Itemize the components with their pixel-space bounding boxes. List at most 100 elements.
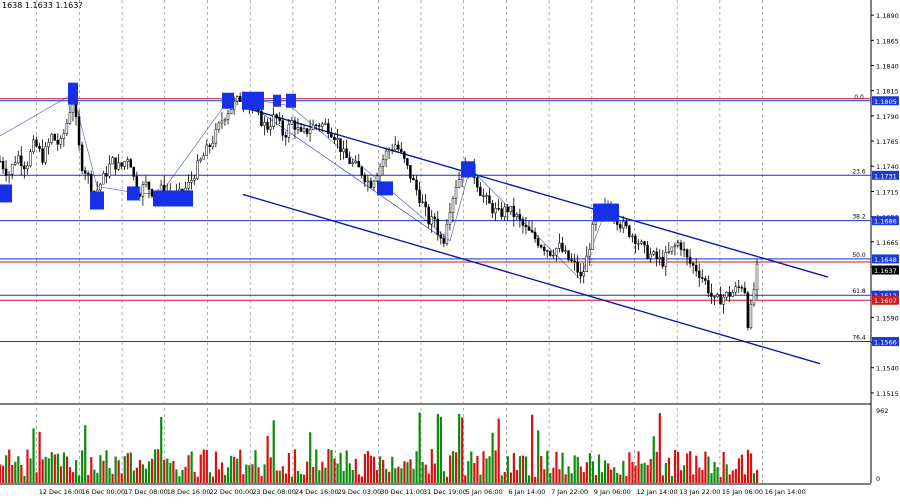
price-tick-label: 1.1540: [876, 365, 899, 373]
volume-bar: [400, 468, 402, 483]
volume-bar: [495, 450, 497, 483]
volume-bar: [84, 425, 86, 483]
candle-body: [713, 297, 715, 298]
time-tick-label: 17 Dec 08:00: [124, 488, 168, 496]
fib-level-label: 61.8: [852, 288, 866, 295]
volume-bar: [747, 450, 749, 483]
candle-body: [87, 173, 89, 174]
candle-body: [437, 219, 439, 235]
candle-body: [148, 182, 150, 189]
candle-body: [0, 161, 1, 162]
candle-body: [692, 263, 694, 265]
volume-bar: [464, 475, 466, 483]
volume-bar: [662, 475, 664, 483]
volume-bar: [151, 459, 153, 483]
volume-bar: [96, 473, 98, 483]
volume-bar: [406, 462, 408, 483]
candle-body: [54, 134, 56, 140]
candle-body: [291, 121, 293, 125]
volume-bar: [254, 450, 256, 483]
candle-body: [227, 114, 229, 120]
volume-bar: [540, 456, 542, 483]
volume-bar: [416, 451, 418, 483]
volume-bar: [303, 475, 305, 483]
candle-body: [321, 124, 323, 126]
fractal-marker: [127, 186, 139, 200]
candle-body: [352, 163, 354, 164]
volume-bar: [644, 463, 646, 483]
volume-min-label: 0: [876, 475, 880, 483]
candle-body: [625, 221, 627, 226]
candle-body: [753, 290, 755, 305]
candle-body: [218, 123, 220, 129]
volume-bar: [461, 417, 463, 483]
volume-bar: [458, 414, 460, 483]
volume-bar: [227, 467, 229, 483]
volume-bar: [343, 471, 345, 483]
volume-bar: [622, 461, 624, 483]
candle-body: [327, 124, 329, 134]
volume-bar: [157, 449, 159, 483]
volume-bar: [470, 452, 472, 483]
volume-bar: [29, 458, 31, 483]
candle-body: [111, 158, 113, 164]
candle-body: [756, 264, 758, 289]
volume-bar: [124, 456, 126, 483]
candle-body: [8, 174, 10, 175]
price-tick-label: 1.1765: [876, 138, 899, 146]
candle-body: [118, 163, 120, 170]
volume-bar: [105, 450, 107, 483]
volume-bar: [385, 469, 387, 483]
volume-bar: [659, 413, 661, 483]
volume-bar: [467, 461, 469, 483]
volume-bar: [300, 474, 302, 483]
volume-bar: [440, 417, 442, 483]
candle-body: [51, 134, 53, 142]
volume-bar: [628, 452, 630, 483]
volume-bar: [17, 456, 19, 483]
candle-body: [488, 196, 490, 204]
candle-body: [425, 202, 427, 207]
volume-bar: [99, 455, 101, 483]
candle-body: [659, 257, 661, 258]
candle-body: [479, 187, 481, 196]
volume-bar: [631, 462, 633, 483]
candle-body: [546, 251, 548, 252]
volume-bar: [449, 455, 451, 483]
volume-bar: [531, 415, 533, 483]
fractal-marker: [0, 184, 12, 202]
volume-bar: [108, 468, 110, 483]
candle-body: [571, 260, 573, 261]
volume-bar: [294, 449, 296, 483]
candle-body: [20, 156, 22, 166]
volume-bar: [689, 451, 691, 483]
volume-bar: [653, 436, 655, 483]
fib-level-label: 23.6: [852, 168, 866, 175]
candle-body: [668, 251, 670, 252]
candle-body: [5, 169, 7, 176]
candle-body: [586, 256, 588, 272]
candle-body: [482, 196, 484, 197]
volume-bar: [215, 452, 217, 483]
candle-body: [78, 117, 80, 145]
candle-body: [379, 166, 381, 176]
fractal-marker: [377, 181, 393, 195]
volume-bar: [93, 470, 95, 483]
time-tick-label: 16 Jan 14:00: [765, 488, 806, 496]
candle-body: [212, 143, 214, 146]
volume-bar: [51, 452, 53, 483]
candle-body: [142, 185, 144, 197]
time-tick-label: 29 Dec 03:00: [338, 488, 382, 496]
volume-bar: [358, 474, 360, 483]
candle-body: [674, 246, 676, 247]
candle-body: [698, 271, 700, 278]
volume-bar: [379, 456, 381, 483]
volume-bar: [312, 467, 314, 483]
candle-body: [574, 261, 576, 262]
volume-bar: [671, 476, 673, 483]
candle-body: [738, 287, 740, 288]
candle-body: [124, 161, 126, 166]
candle-body: [346, 149, 348, 158]
